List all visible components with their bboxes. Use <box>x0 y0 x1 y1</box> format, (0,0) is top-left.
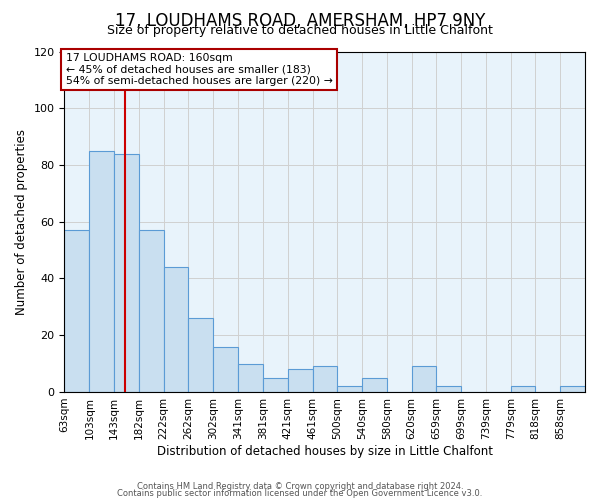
Bar <box>164 267 188 392</box>
X-axis label: Distribution of detached houses by size in Little Chalfont: Distribution of detached houses by size … <box>157 444 493 458</box>
Bar <box>214 346 238 392</box>
Bar <box>89 151 114 392</box>
Bar <box>313 366 337 392</box>
Bar <box>114 154 139 392</box>
Bar <box>337 386 362 392</box>
Bar <box>188 318 214 392</box>
Bar <box>287 370 313 392</box>
Bar <box>412 366 436 392</box>
Text: Size of property relative to detached houses in Little Chalfont: Size of property relative to detached ho… <box>107 24 493 37</box>
Bar <box>362 378 387 392</box>
Bar <box>560 386 585 392</box>
Text: 17, LOUDHAMS ROAD, AMERSHAM, HP7 9NY: 17, LOUDHAMS ROAD, AMERSHAM, HP7 9NY <box>115 12 485 30</box>
Text: Contains public sector information licensed under the Open Government Licence v3: Contains public sector information licen… <box>118 490 482 498</box>
Text: Contains HM Land Registry data © Crown copyright and database right 2024.: Contains HM Land Registry data © Crown c… <box>137 482 463 491</box>
Bar <box>263 378 287 392</box>
Bar <box>511 386 535 392</box>
Bar <box>238 364 263 392</box>
Bar <box>436 386 461 392</box>
Bar <box>139 230 164 392</box>
Y-axis label: Number of detached properties: Number of detached properties <box>15 128 28 314</box>
Bar <box>64 230 89 392</box>
Text: 17 LOUDHAMS ROAD: 160sqm
← 45% of detached houses are smaller (183)
54% of semi-: 17 LOUDHAMS ROAD: 160sqm ← 45% of detach… <box>65 53 332 86</box>
